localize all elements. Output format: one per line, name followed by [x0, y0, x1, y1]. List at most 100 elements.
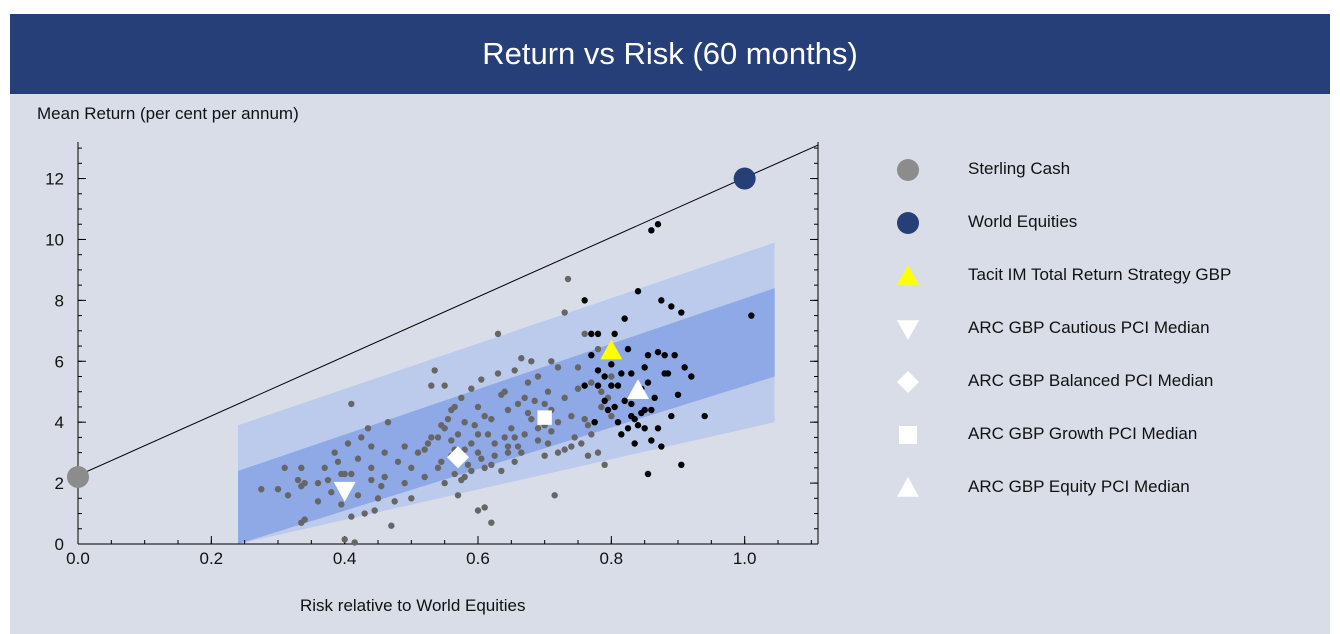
- peer-point-grey: [451, 470, 458, 478]
- legend-label: ARC GBP Balanced PCI Median: [968, 371, 1214, 390]
- peer-point-grey: [344, 440, 352, 447]
- peer-point-grey: [454, 431, 462, 438]
- peer-point-grey: [488, 415, 495, 423]
- peer-point-black: [644, 351, 652, 359]
- legend-marker-shape: [897, 477, 919, 497]
- y-tick-label: 0: [55, 535, 64, 554]
- peer-point-grey: [534, 425, 542, 432]
- peer-point-grey: [298, 464, 305, 472]
- peer-point-grey: [608, 412, 615, 420]
- peer-point-black: [641, 406, 648, 414]
- peer-point-grey: [401, 443, 408, 450]
- peer-point-black: [671, 351, 678, 359]
- peer-point-black: [601, 373, 608, 380]
- peer-point-grey: [518, 449, 525, 456]
- peer-point-black: [668, 303, 675, 310]
- peer-point-grey: [428, 434, 435, 441]
- peer-point-grey: [484, 431, 492, 438]
- peer-point-grey: [501, 434, 508, 441]
- x-tick-label: 0.0: [66, 549, 90, 568]
- title-bar: Return vs Risk (60 months): [10, 14, 1330, 94]
- peer-point-grey: [588, 431, 595, 438]
- peer-point-black: [621, 397, 628, 405]
- peer-point-black: [681, 364, 688, 371]
- peer-point-grey: [521, 394, 528, 402]
- peer-point-grey: [518, 355, 525, 362]
- arc-gbp-cautious-pci-median-marker: [333, 481, 356, 502]
- peer-point-grey: [498, 467, 505, 475]
- peer-point-grey: [561, 309, 568, 316]
- peer-point-grey: [408, 495, 415, 502]
- peer-point-grey: [521, 431, 528, 438]
- x-axis-label: Risk relative to World Equities: [300, 596, 526, 615]
- peer-point-grey: [284, 492, 292, 499]
- peer-point-grey: [528, 358, 535, 365]
- peer-point-grey: [508, 425, 515, 432]
- peer-point-grey: [478, 455, 485, 462]
- legend-marker-icon: [899, 426, 917, 444]
- peer-point-grey: [454, 492, 462, 499]
- peer-point-grey: [481, 464, 488, 472]
- peer-point-grey: [598, 388, 605, 395]
- peer-point-black: [594, 367, 602, 374]
- peer-point-black: [634, 288, 642, 295]
- peer-point-grey: [594, 345, 602, 353]
- peer-point-black: [588, 330, 595, 338]
- peer-point-black: [648, 406, 655, 414]
- peer-point-grey: [478, 376, 485, 383]
- legend-label: Tacit IM Total Return Strategy GBP: [968, 265, 1232, 284]
- peer-point-grey: [381, 449, 388, 456]
- peer-point-grey: [364, 425, 372, 432]
- peer-point-grey: [534, 437, 542, 444]
- legend-item: ARC GBP Balanced PCI Median: [890, 366, 1330, 396]
- peer-point-grey: [588, 379, 595, 386]
- peer-point-black: [608, 382, 615, 389]
- legend-marker-shape: [897, 371, 919, 393]
- peer-point-black: [654, 348, 662, 356]
- arc-gbp-balanced-pci-median-marker: [447, 446, 469, 469]
- peer-point-grey: [424, 440, 432, 447]
- peer-point-grey: [444, 415, 452, 423]
- peer-point-grey: [488, 519, 495, 526]
- peer-point-grey: [351, 539, 358, 546]
- peer-point-grey: [474, 449, 482, 456]
- scatter-plot: 0.0 0.2 0.4 0.6 0.8 1.0 0 2 4 6 8 10 12: [45, 142, 819, 568]
- legend-marker-icon: [897, 265, 919, 285]
- x-tick-label: 0.2: [200, 549, 224, 568]
- peer-point-grey: [544, 440, 552, 447]
- peer-point-black: [664, 370, 672, 377]
- peer-point-grey: [461, 446, 468, 453]
- peer-point-grey: [504, 443, 512, 450]
- peer-point-grey: [574, 364, 582, 371]
- peer-point-grey: [401, 479, 408, 487]
- y-tick-label: 10: [45, 230, 64, 249]
- peer-point-grey: [554, 364, 562, 371]
- legend-label: ARC GBP Equity PCI Median: [968, 477, 1190, 496]
- peer-point-grey: [598, 403, 605, 411]
- peer-point-black: [628, 400, 635, 408]
- peer-point-black: [611, 330, 618, 338]
- legend-label: ARC GBP Growth PCI Median: [968, 424, 1198, 443]
- peer-point-grey: [481, 412, 488, 420]
- peer-point-grey: [561, 446, 568, 453]
- peer-point-black: [648, 227, 655, 234]
- peer-point-grey: [494, 370, 502, 377]
- peer-point-grey: [488, 461, 495, 469]
- peer-point-grey: [584, 452, 592, 459]
- peer-point-black: [641, 425, 648, 432]
- peer-point-grey: [544, 388, 552, 395]
- peer-point-grey: [541, 400, 548, 408]
- peer-point-black: [624, 345, 632, 353]
- peer-point-black: [748, 312, 755, 319]
- peer-point-grey: [461, 418, 468, 426]
- peer-point-grey: [494, 330, 502, 338]
- legend-item: Tacit IM Total Return Strategy GBP: [890, 260, 1330, 290]
- peer-point-grey: [341, 470, 348, 478]
- y-tick-label: 2: [55, 474, 64, 493]
- peer-point-grey: [474, 431, 482, 438]
- peer-point-grey: [568, 443, 575, 450]
- peer-point-grey: [341, 536, 348, 543]
- peer-point-grey: [574, 385, 582, 392]
- x-tick-label: 0.6: [466, 549, 490, 568]
- legend-marker-shape: [897, 159, 919, 181]
